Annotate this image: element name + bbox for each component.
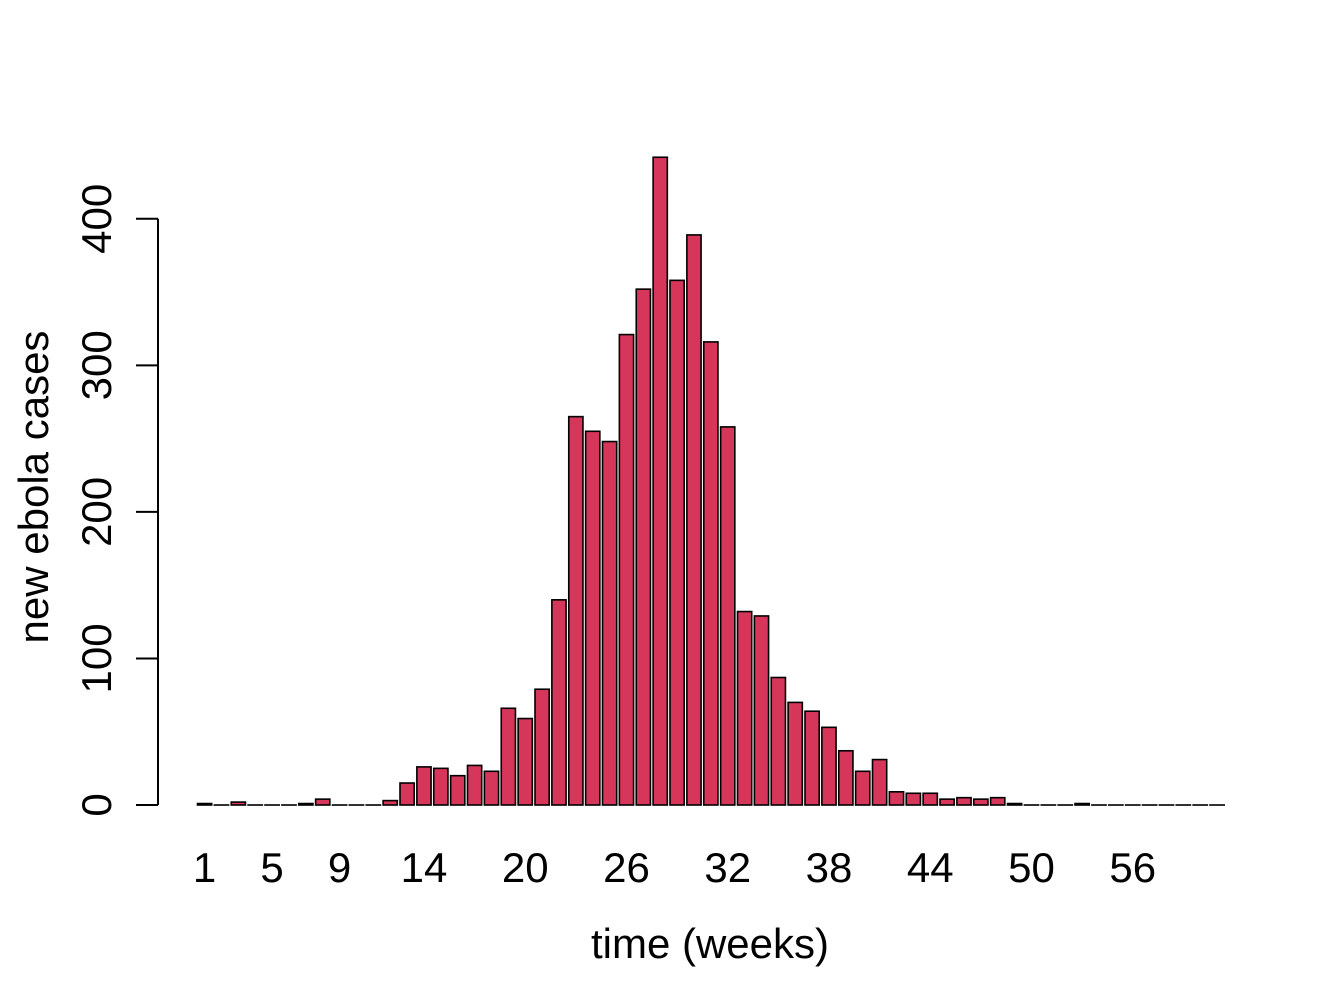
- bar: [989, 796, 1006, 806]
- bar: [230, 801, 247, 806]
- y-tick-label: 0: [73, 793, 120, 816]
- bar: [956, 796, 972, 806]
- x-tick-label: 14: [401, 844, 448, 891]
- bar: [382, 799, 399, 806]
- y-tick-label: 100: [73, 623, 120, 693]
- bar: [804, 710, 820, 806]
- bar: [314, 798, 331, 806]
- bar: [584, 430, 601, 806]
- bar: [432, 767, 449, 806]
- x-tick-label: 26: [603, 844, 650, 891]
- bar: [416, 766, 432, 806]
- bar: [449, 774, 466, 806]
- bar: [837, 749, 854, 806]
- x-tick-label: 44: [907, 844, 954, 891]
- bar: [1074, 802, 1090, 806]
- bar: [500, 707, 517, 806]
- bar: [972, 798, 989, 806]
- x-tick-label: 20: [502, 844, 549, 891]
- x-axis-tick-labels: 1 5 9 14 20 26 32 38 44 50 56: [193, 844, 1156, 891]
- bar: [736, 610, 753, 806]
- x-tick-label: 56: [1109, 844, 1156, 891]
- x-axis-label: time (weeks): [591, 920, 829, 967]
- bar: [551, 599, 567, 806]
- bar: [922, 792, 939, 806]
- bar: [753, 615, 770, 806]
- x-tick-label: 32: [704, 844, 751, 891]
- x-tick-label: 50: [1008, 844, 1055, 891]
- bar: [821, 726, 837, 806]
- bar: [719, 426, 736, 806]
- bar: [399, 782, 415, 806]
- bar: [1006, 802, 1023, 806]
- bar: [686, 234, 702, 806]
- bar: [669, 279, 685, 806]
- y-axis: 0 100 200 300 400: [73, 184, 159, 817]
- bar: [297, 802, 314, 806]
- y-tick-label: 300: [73, 330, 120, 400]
- bar: [854, 770, 871, 806]
- bar: [871, 758, 888, 806]
- y-tick-label: 400: [73, 184, 120, 254]
- x-tick-label: 1: [193, 844, 216, 891]
- bar: [567, 415, 584, 806]
- x-tick-label: 5: [260, 844, 283, 891]
- bar: [787, 701, 804, 806]
- bar: [601, 440, 618, 806]
- x-tick-label: 9: [328, 844, 351, 891]
- y-tick-label: 200: [73, 477, 120, 547]
- bar: [635, 288, 652, 806]
- bar: [618, 333, 635, 806]
- y-axis-label: new ebola cases: [10, 331, 57, 644]
- bar: [888, 791, 905, 806]
- bars: [196, 156, 1225, 806]
- bar: [196, 802, 213, 806]
- bar: [483, 770, 500, 806]
- bar: [517, 717, 534, 806]
- bar: [905, 792, 922, 806]
- bar: [702, 341, 719, 806]
- bar: [939, 798, 955, 806]
- bar: [652, 156, 669, 806]
- bar: [466, 764, 483, 806]
- bar: [770, 676, 787, 806]
- bar: [534, 688, 550, 806]
- x-tick-label: 38: [806, 844, 853, 891]
